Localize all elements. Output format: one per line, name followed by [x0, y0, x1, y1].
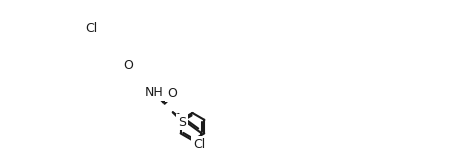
Text: Cl: Cl — [86, 22, 98, 34]
Text: S: S — [178, 116, 186, 129]
Text: Cl: Cl — [193, 138, 205, 151]
Text: O: O — [167, 87, 177, 100]
Text: O: O — [123, 59, 133, 72]
Text: NH: NH — [144, 86, 163, 99]
